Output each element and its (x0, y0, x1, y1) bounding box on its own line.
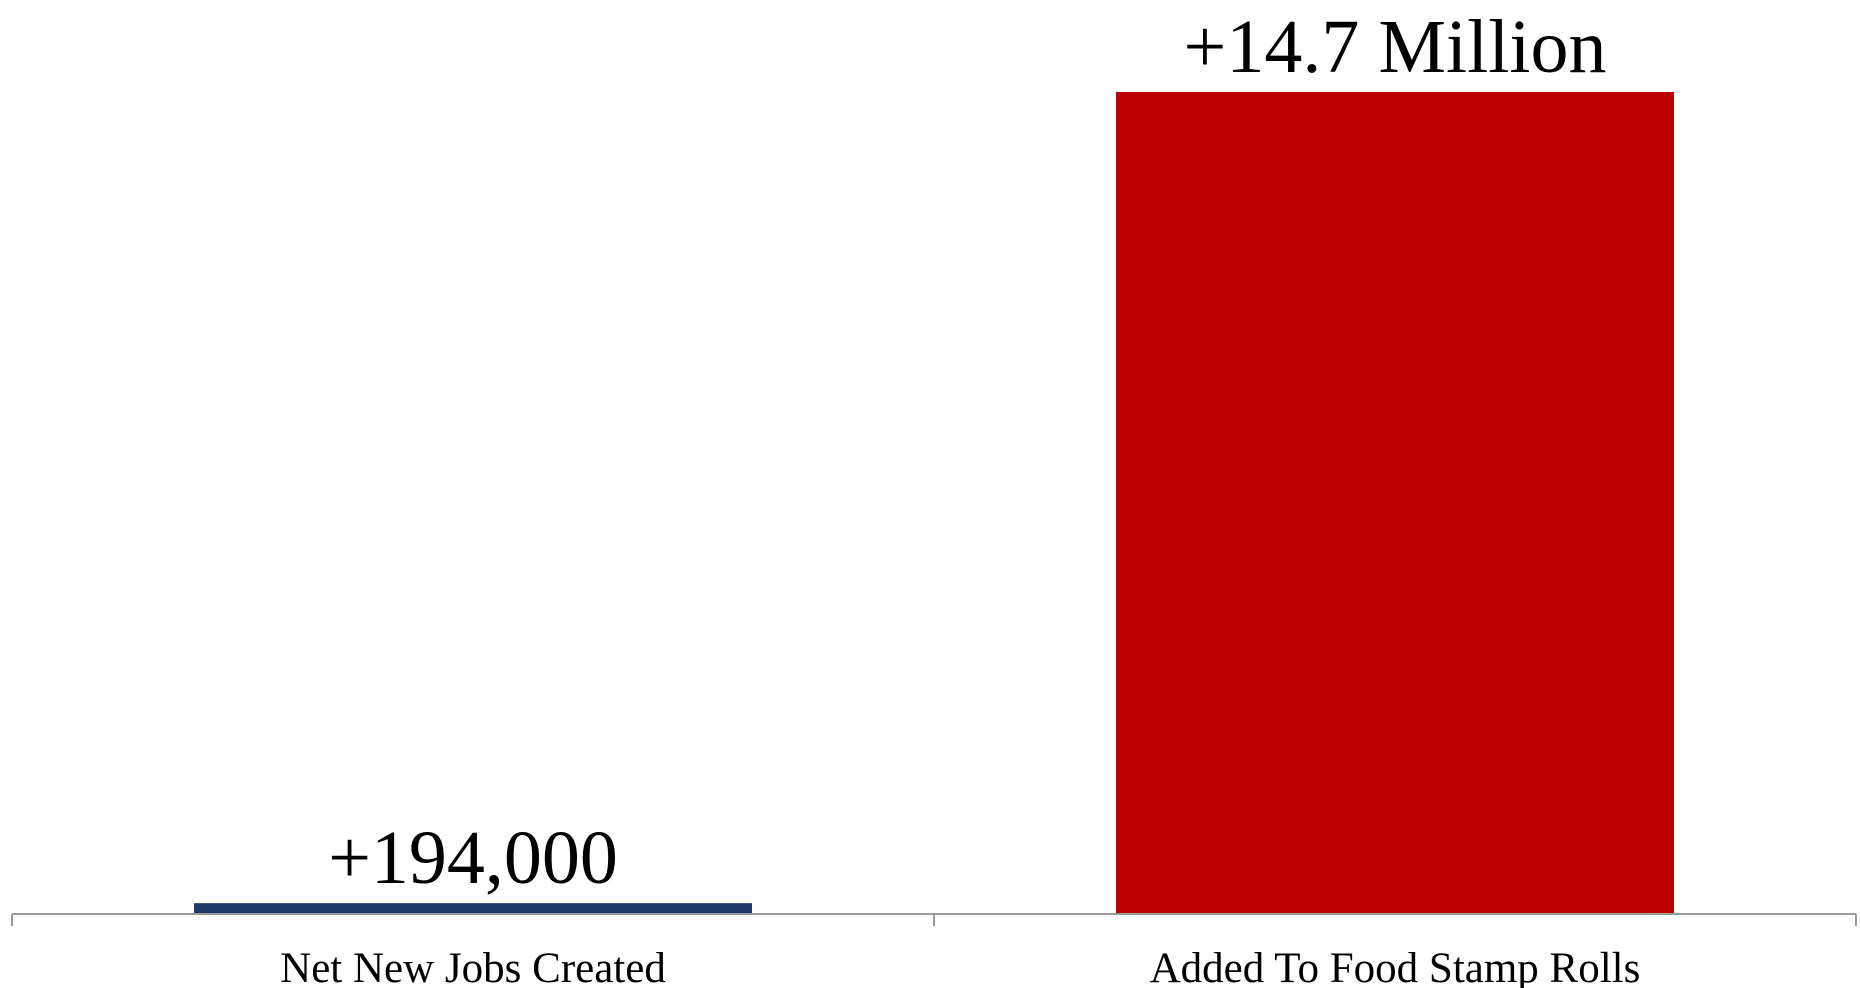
x-tick-label-1: Added To Food Stamp Rolls (1150, 945, 1641, 988)
bar-1 (1116, 92, 1674, 914)
data-label-1: +14.7 Million (1184, 5, 1607, 89)
x-tick-label-0: Net New Jobs Created (280, 945, 666, 988)
bars-group (194, 92, 1674, 914)
data-label-0: +194,000 (328, 816, 618, 900)
data-labels-group: +194,000 +14.7 Million (328, 5, 1606, 900)
bar-0 (194, 903, 752, 914)
x-axis (11, 913, 1857, 926)
x-tick-labels-group: Net New Jobs Created Added To Food Stamp … (280, 945, 1640, 988)
